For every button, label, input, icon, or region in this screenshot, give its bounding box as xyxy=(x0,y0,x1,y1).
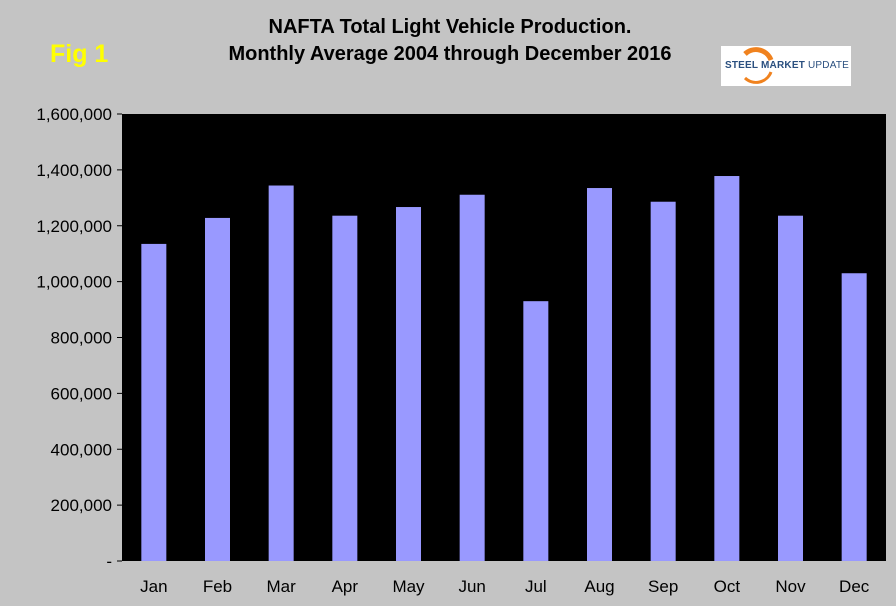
y-tick-label: 1,400,000 xyxy=(36,161,112,180)
bar-sep xyxy=(650,201,676,561)
y-tick-label: - xyxy=(106,552,112,571)
y-tick-label: 200,000 xyxy=(51,496,112,515)
steel-market-update-logo: STEEL MARKET UPDATE xyxy=(721,46,851,86)
x-tick-label: Jun xyxy=(458,577,485,596)
x-tick-label: Sep xyxy=(648,577,678,596)
x-tick-label: Apr xyxy=(332,577,359,596)
x-tick-label: Aug xyxy=(584,577,614,596)
y-tick-label: 400,000 xyxy=(51,440,112,459)
plot-area xyxy=(122,114,886,561)
bar-jan xyxy=(141,243,167,562)
x-tick-label: Jul xyxy=(525,577,547,596)
bar-aug xyxy=(587,188,612,562)
figure-label: Fig 1 xyxy=(50,40,109,68)
x-tick-label: Oct xyxy=(714,577,741,596)
logo-text: STEEL MARKET UPDATE xyxy=(725,60,849,71)
chart-title-line-1: NAFTA Total Light Vehicle Production. xyxy=(268,16,632,38)
y-tick-label: 600,000 xyxy=(51,384,112,403)
logo-text-bold: STEEL MARKET xyxy=(725,60,805,71)
chart-title: NAFTA Total Light Vehicle Production. Mo… xyxy=(200,14,700,68)
y-tick-label: 1,000,000 xyxy=(36,273,112,292)
bar-jul xyxy=(523,301,549,561)
y-tick-label: 1,200,000 xyxy=(36,217,112,236)
x-tick-label: Dec xyxy=(839,577,870,596)
bar-dec xyxy=(841,273,867,561)
bar-feb xyxy=(205,217,230,562)
bar-oct xyxy=(714,176,740,562)
bar-jun xyxy=(459,194,485,561)
x-tick-label: Nov xyxy=(775,577,806,596)
x-axis: Jan Feb Mar Apr May Jun Jul Aug Sep Oct Nov Dec xyxy=(140,577,870,596)
bar-mar xyxy=(268,185,294,561)
chart-title-line-2: Monthly Average 2004 through December 20… xyxy=(228,43,672,65)
x-tick-label: May xyxy=(392,577,425,596)
x-tick-label: Jan xyxy=(140,577,167,596)
bar-nov xyxy=(778,215,803,561)
x-tick-label: Feb xyxy=(203,577,232,596)
logo-swoosh-icon xyxy=(743,47,774,84)
y-tick-label: 1,600,000 xyxy=(36,105,112,124)
bar-may xyxy=(396,207,421,562)
y-tick-label: 800,000 xyxy=(51,329,112,348)
bar-series xyxy=(141,176,867,562)
x-tick-label: Mar xyxy=(267,577,297,596)
logo-text-light: UPDATE xyxy=(805,60,849,71)
y-axis: - 200,000 400,000 600,000 800,000 1,000,000 1,… xyxy=(36,105,122,571)
bar-apr xyxy=(332,215,358,561)
